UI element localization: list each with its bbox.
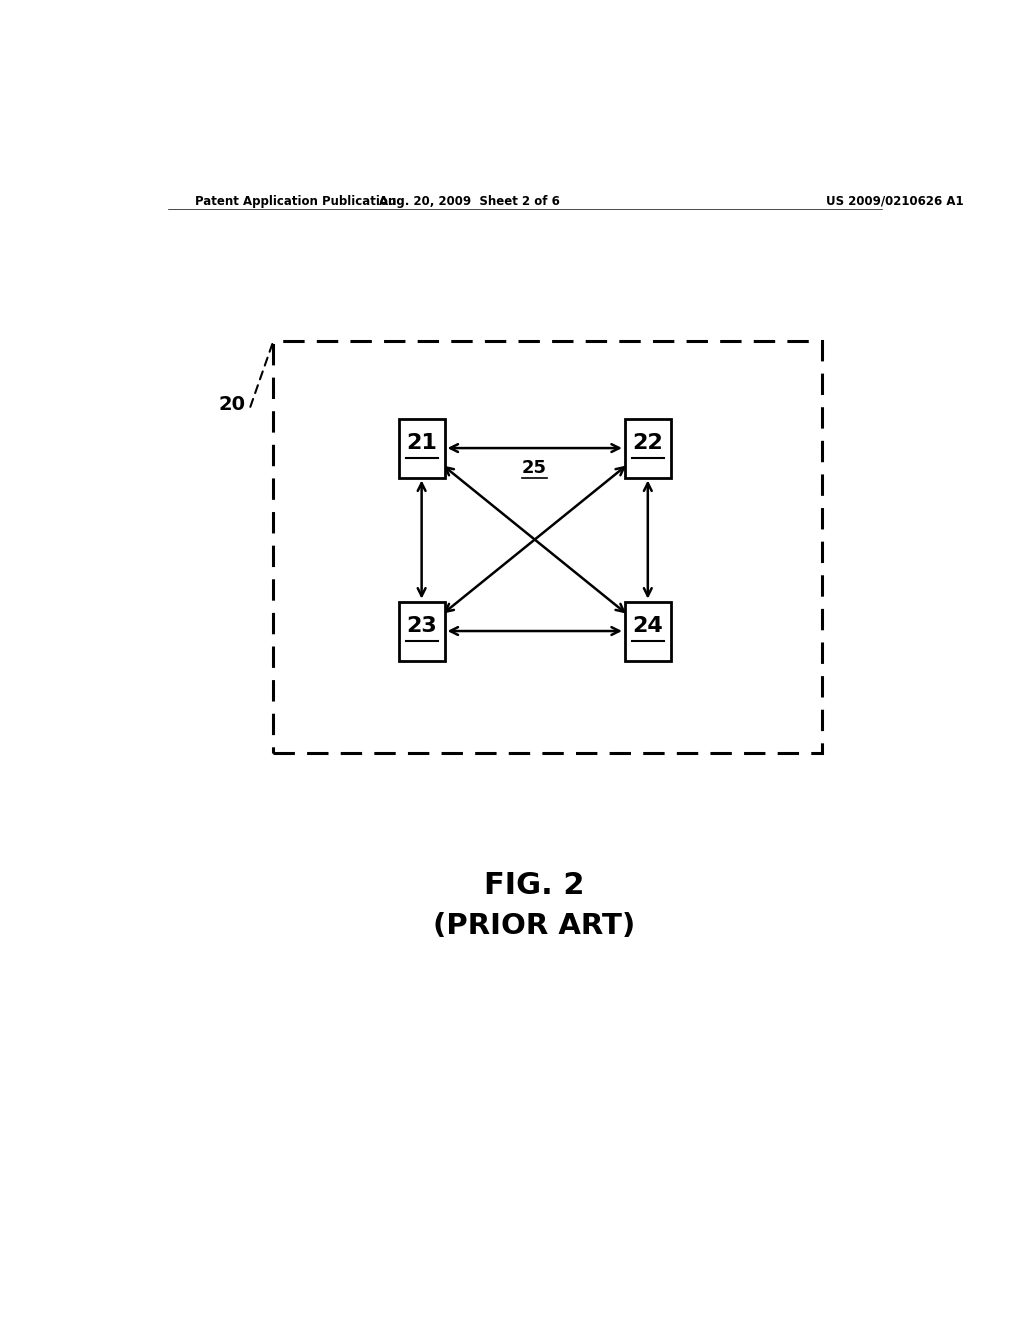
- Text: 22: 22: [633, 433, 664, 453]
- Text: 25: 25: [522, 459, 547, 478]
- Bar: [625, 602, 671, 660]
- Text: (PRIOR ART): (PRIOR ART): [433, 912, 636, 940]
- Text: 24: 24: [633, 616, 664, 636]
- Text: 21: 21: [407, 433, 437, 453]
- Bar: [273, 342, 822, 752]
- Text: Patent Application Publication: Patent Application Publication: [196, 194, 396, 207]
- Bar: [625, 418, 671, 478]
- Text: 20: 20: [218, 395, 246, 414]
- Text: 23: 23: [407, 616, 437, 636]
- Bar: [398, 418, 444, 478]
- Text: FIG. 2: FIG. 2: [484, 871, 585, 900]
- Text: Aug. 20, 2009  Sheet 2 of 6: Aug. 20, 2009 Sheet 2 of 6: [379, 194, 560, 207]
- Text: US 2009/0210626 A1: US 2009/0210626 A1: [826, 194, 964, 207]
- Bar: [398, 602, 444, 660]
